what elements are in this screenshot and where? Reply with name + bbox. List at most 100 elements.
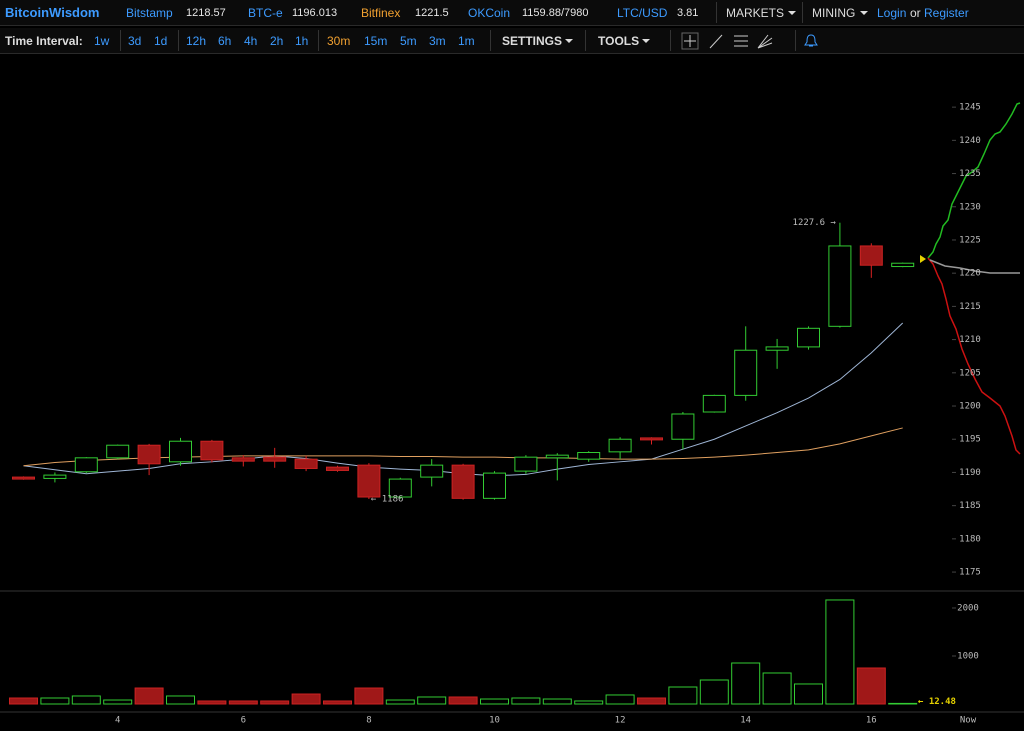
candle-body <box>12 476 35 480</box>
volume-tick-label: 2000 <box>957 603 979 613</box>
depth-ask-line <box>927 257 1021 455</box>
line-tool[interactable] <box>709 34 723 49</box>
volume-bar <box>448 696 478 705</box>
ticker-name[interactable]: OKCoin <box>468 6 511 20</box>
register-link[interactable]: Register <box>924 6 969 20</box>
ticker-name[interactable]: BTC-e <box>248 6 283 20</box>
volume-bar <box>40 697 70 705</box>
separator <box>716 2 717 23</box>
x-tick-label: 10 <box>489 716 500 726</box>
y-tick-label: 1235 <box>959 169 981 179</box>
volume-bar <box>605 694 635 705</box>
caret <box>788 11 796 15</box>
volume-bar <box>197 700 227 705</box>
interval-button[interactable]: 12h <box>186 34 207 48</box>
candle-body <box>702 394 726 413</box>
x-tick-label: 12 <box>615 716 626 726</box>
volume-bar <box>542 698 572 705</box>
y-tick-label: 1230 <box>959 202 981 212</box>
volume-bar <box>699 679 729 705</box>
candle-body <box>734 349 758 396</box>
volume-bar <box>888 702 918 705</box>
ticker-price: 1159.88/7980 <box>522 7 589 19</box>
interval-button[interactable]: 30m <box>327 34 351 48</box>
interval-button[interactable]: 6h <box>218 34 232 48</box>
volume-bar <box>731 662 761 705</box>
interval-button[interactable]: 1m <box>458 34 475 48</box>
menu[interactable]: MARKETS <box>726 6 785 20</box>
candle-body <box>326 466 349 471</box>
settings-menu[interactable]: SETTINGS <box>502 34 563 48</box>
ticker-price: 1196.013 <box>292 7 338 19</box>
ticker-name[interactable]: Bitfinex <box>361 6 401 20</box>
interval-button[interactable]: 15m <box>364 34 388 48</box>
logo[interactable]: BitcoinWisdom <box>5 5 100 20</box>
separator <box>178 30 179 51</box>
volume-bar <box>637 697 666 705</box>
volume-bar <box>323 700 352 705</box>
separator <box>802 2 803 23</box>
volume-bar <box>103 699 133 705</box>
candle-body <box>545 454 569 459</box>
caret <box>565 39 573 43</box>
volume-last-label: ← 12.48 <box>918 697 956 707</box>
interval-button[interactable]: 5m <box>400 34 417 48</box>
volume-bar <box>794 683 823 705</box>
candle-body <box>263 456 287 462</box>
price-marker <box>920 255 926 263</box>
candle-body <box>797 327 820 348</box>
price-annotation: 1227.6 → <box>793 218 837 228</box>
candle-body <box>577 452 601 460</box>
interval-button[interactable]: 1w <box>94 34 110 48</box>
y-tick-label: 1210 <box>959 335 981 345</box>
y-tick-label: 1185 <box>959 501 981 511</box>
volume-bar <box>260 700 290 705</box>
menu[interactable]: MINING <box>812 6 856 20</box>
volume-bar <box>417 696 447 705</box>
interval-button[interactable]: 3m <box>429 34 446 48</box>
volume-bar <box>762 672 792 705</box>
separator <box>585 30 586 51</box>
candle-body <box>200 440 224 461</box>
volume-bar <box>825 599 855 705</box>
volume-bar <box>166 695 195 705</box>
candle-body <box>514 456 538 472</box>
interval-button[interactable]: 3d <box>128 34 142 48</box>
separator <box>120 30 121 51</box>
ticker-price: 1218.57 <box>186 7 226 19</box>
y-tick-label: 1175 <box>959 568 981 578</box>
tool-icons <box>681 32 773 50</box>
interval-button[interactable]: 2h <box>270 34 284 48</box>
ticker-name[interactable]: Bitstamp <box>126 6 173 20</box>
alert-tool[interactable] <box>804 34 818 48</box>
interval-button[interactable]: 4h <box>244 34 258 48</box>
candle-body <box>640 437 663 441</box>
candle-body <box>231 457 255 462</box>
fan-tool[interactable] <box>757 34 773 49</box>
separator <box>490 30 491 51</box>
login-link[interactable]: Login <box>877 6 907 20</box>
crosshair-tool[interactable] <box>681 32 699 50</box>
interval-button[interactable]: 1d <box>154 34 168 48</box>
volume-bar <box>574 700 604 705</box>
now-label: Now <box>960 716 977 726</box>
tools-menu[interactable]: TOOLS <box>598 34 640 48</box>
candle-body <box>294 458 318 469</box>
volume-bar <box>9 697 38 705</box>
volume-bar <box>856 667 886 705</box>
depth-mid-line <box>929 259 1020 274</box>
ticker-name[interactable]: LTC/USD <box>617 6 668 20</box>
volume-tick-label: 1000 <box>957 651 979 661</box>
candle-body <box>608 438 632 453</box>
candle-body <box>765 346 789 351</box>
candle-body <box>483 472 506 499</box>
candle-body <box>891 262 915 268</box>
x-tick-label: 6 <box>241 716 246 726</box>
price-annotation: ← 1186 <box>371 495 404 505</box>
header: BitcoinWisdom Bitstamp 1218.57 BTC-e 1196.0… <box>0 0 1024 26</box>
separator <box>318 30 319 51</box>
ticker-price: 1221.5 <box>415 7 449 19</box>
candle-body <box>671 413 695 440</box>
interval-button[interactable]: 1h <box>295 34 309 48</box>
